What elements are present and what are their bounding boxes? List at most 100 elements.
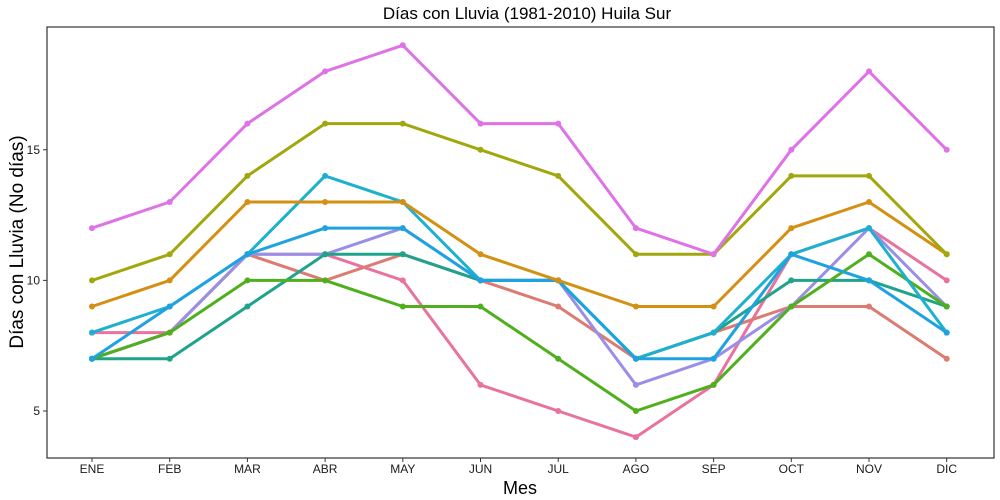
data-point <box>632 381 639 388</box>
series-line <box>90 43 949 256</box>
data-point <box>632 251 639 258</box>
data-point <box>244 303 251 310</box>
data-point <box>866 251 872 258</box>
data-point <box>788 146 795 153</box>
data-point <box>166 355 173 362</box>
data-point <box>632 303 639 310</box>
data-point <box>477 381 484 388</box>
data-point <box>632 225 639 232</box>
y-tick-label: 15 <box>27 143 41 157</box>
y-axis: 5 10 15 <box>27 143 47 418</box>
data-point <box>477 303 484 310</box>
data-point <box>322 120 329 127</box>
y-axis-title: Días con Lluvia (No días) <box>7 135 28 348</box>
data-point <box>399 225 406 232</box>
data-point <box>399 251 406 258</box>
x-tick-label: ENE <box>80 462 105 476</box>
data-point <box>555 355 562 362</box>
data-point <box>166 329 173 336</box>
data-point <box>244 199 251 206</box>
data-point <box>788 251 795 258</box>
data-point <box>710 251 717 258</box>
data-point <box>632 434 639 441</box>
data-point <box>244 277 251 284</box>
data-point <box>943 303 950 310</box>
data-point <box>866 172 872 179</box>
data-point <box>710 329 717 336</box>
x-tick-label: DIC <box>936 462 957 476</box>
data-point <box>322 172 329 179</box>
x-tick-label: NOV <box>856 462 882 476</box>
data-point <box>788 225 795 232</box>
data-point <box>943 277 950 284</box>
data-point <box>322 68 329 75</box>
x-tick-label: OCT <box>779 462 805 476</box>
data-point <box>89 355 95 362</box>
data-point <box>89 329 95 336</box>
data-point <box>322 225 329 232</box>
series-line <box>90 226 949 361</box>
x-tick-label: SEP <box>702 462 726 476</box>
data-point <box>166 199 173 206</box>
data-point <box>399 199 406 206</box>
data-point <box>710 381 717 388</box>
data-point <box>555 172 562 179</box>
data-point <box>89 277 95 284</box>
data-point <box>399 277 406 284</box>
x-tick-label: AGO <box>623 462 650 476</box>
data-point <box>166 251 173 258</box>
data-point <box>555 120 562 127</box>
data-point <box>866 303 872 310</box>
data-point <box>244 172 251 179</box>
x-tick-label: FEB <box>158 462 181 476</box>
x-tick-label: JUL <box>548 462 570 476</box>
data-point <box>166 303 173 310</box>
data-point <box>244 251 251 258</box>
x-tick-label: JUN <box>469 462 492 476</box>
data-point <box>710 355 717 362</box>
data-point <box>632 407 639 414</box>
data-point <box>866 68 872 75</box>
data-point <box>788 277 795 284</box>
data-point <box>866 199 872 206</box>
x-tick-label: MAR <box>234 462 261 476</box>
data-point <box>322 199 329 206</box>
data-point <box>477 120 484 127</box>
series <box>89 42 950 258</box>
data-point <box>477 251 484 258</box>
data-point <box>399 303 406 310</box>
series <box>89 120 950 284</box>
data-point <box>866 277 872 284</box>
data-point <box>788 172 795 179</box>
data-point <box>555 407 562 414</box>
y-tick-label: 5 <box>33 404 40 418</box>
data-point <box>788 303 795 310</box>
y-tick-label: 10 <box>27 273 41 287</box>
x-tick-label: ABR <box>313 462 338 476</box>
data-point <box>399 120 406 127</box>
data-point <box>866 225 872 232</box>
data-point <box>89 225 95 232</box>
series-line <box>90 200 949 308</box>
plot-area <box>46 26 995 459</box>
data-point <box>710 303 717 310</box>
data-point <box>632 355 639 362</box>
chart-title: Días con Lluvia (1981-2010) Huila Sur <box>383 4 672 23</box>
data-point <box>89 303 95 310</box>
x-tick-label: MAY <box>390 462 415 476</box>
data-point <box>943 251 950 258</box>
data-point <box>166 277 173 284</box>
series-line <box>90 122 949 282</box>
data-point <box>943 329 950 336</box>
data-point <box>477 146 484 153</box>
data-point <box>322 251 329 258</box>
series <box>89 251 950 414</box>
series-line <box>90 252 949 361</box>
data-point <box>943 355 950 362</box>
data-point <box>477 277 484 284</box>
x-axis: ENE FEB MAR ABR MAY JUN JUL AGO SEP OCT NOV DIC <box>80 458 957 476</box>
data-point <box>322 277 329 284</box>
data-point <box>555 277 562 284</box>
plot-border <box>46 26 995 459</box>
